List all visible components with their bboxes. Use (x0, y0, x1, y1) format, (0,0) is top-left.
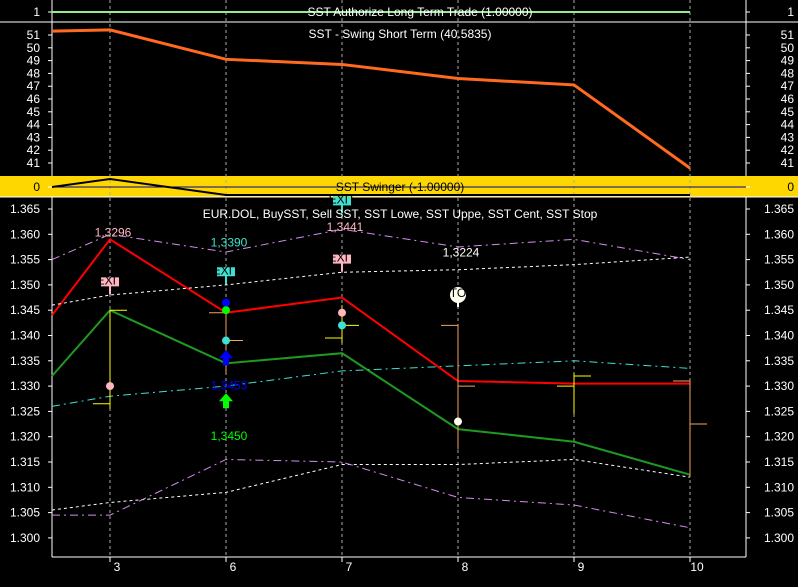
price-tick-label: 1.325 (10, 404, 40, 418)
exit-sign-icon (101, 277, 119, 287)
swinger-title: SST Swinger (-1.00000) (336, 180, 465, 194)
price-tick-label: 1.360 (10, 227, 40, 241)
buy-arrow-icon (219, 350, 233, 366)
price-annotation: 1,3441 (327, 220, 364, 234)
x-tick-label: 3 (114, 560, 121, 574)
signal-dot (222, 336, 230, 345)
swing-tick-label: 50 (27, 41, 41, 55)
swing-tick-label: 44 (781, 118, 795, 132)
signal-dot (222, 306, 230, 315)
price-tick-label: 1.305 (10, 506, 40, 520)
swing-tick-label: 41 (27, 156, 41, 170)
price-annotation: 1,3453 (211, 379, 248, 393)
swing-tick-label: 43 (781, 130, 795, 144)
exit-sign-label: EXIT (97, 273, 124, 287)
exit-sign-label: EXIT (329, 251, 356, 265)
price-tick-label: 1.300 (764, 531, 794, 545)
swing-tick-label: 49 (781, 54, 795, 68)
swing-tick-label: 42 (781, 143, 795, 157)
price-tick-label: 1.315 (764, 455, 794, 469)
series-line-buysst (51, 308, 691, 476)
price-tick-label: 1.340 (764, 329, 794, 343)
x-tick-label: 9 (578, 560, 585, 574)
swing-tick-label: 45 (781, 105, 795, 119)
swing-tick-label: 44 (27, 118, 41, 132)
series-line-sst-uppe (51, 256, 691, 306)
price-tick-label: 1.325 (764, 404, 794, 418)
exit-sign-icon (217, 267, 235, 277)
swing-tick-label: 46 (27, 92, 41, 106)
signal-dot (106, 382, 114, 391)
price-annotation: 1,3450 (211, 429, 248, 443)
signal-dot (222, 298, 230, 307)
price-tick-label: 1.355 (764, 253, 794, 267)
price-tick-label: 1.335 (764, 354, 794, 368)
price-tick-label: 1.355 (10, 253, 40, 267)
exit-sign-icon (333, 254, 351, 264)
main-title: EUR.DOL, BuySST, Sell SST, SST Lowe, SST… (203, 207, 598, 221)
exit-sign-icon (333, 196, 351, 206)
price-tick-label: 1.330 (10, 379, 40, 393)
buy-arrow-icon (219, 393, 233, 409)
series-line-sst-lowe (52, 458, 691, 529)
price-tick-label: 1.345 (764, 303, 794, 317)
swing-tick-label: 48 (27, 66, 41, 80)
x-tick-label: 10 (690, 560, 704, 574)
price-tick-label: 1.310 (10, 480, 40, 494)
price-tick-label: 1.300 (10, 531, 40, 545)
swinger-tick-label: 0 (787, 180, 794, 194)
price-tick-label: 1.310 (764, 480, 794, 494)
swing-tick-label: 50 (781, 41, 795, 55)
x-tick-label: 8 (462, 560, 469, 574)
price-tick-label: 1.330 (764, 379, 794, 393)
swing-tick-label: 51 (27, 28, 41, 42)
swing-tick-label: 46 (781, 92, 795, 106)
swing-tick-label: 48 (781, 66, 795, 80)
swing-tick-label: 51 (781, 28, 795, 42)
price-tick-label: 1.350 (764, 278, 794, 292)
price-tick-label: 1.345 (10, 303, 40, 317)
exit-sign-label: EXIT (329, 192, 356, 206)
swing-tick-label: 41 (781, 156, 795, 170)
authorize-tick-label: 1 (33, 5, 40, 19)
authorize-tick-label: 1 (787, 5, 794, 19)
authorize-title: SST Authorize Long Term Trade (1.00000) (307, 5, 532, 19)
series-line-sst-lowe (51, 458, 691, 511)
stop-sign-icon (450, 287, 466, 304)
price-tick-label: 1.340 (10, 329, 40, 343)
price-tick-label: 1.320 (764, 430, 794, 444)
price-annotation: 1,3224 (443, 245, 480, 259)
signal-dot (338, 308, 346, 317)
series-line-sst-uppe (51, 228, 691, 261)
price-tick-label: 1.305 (764, 506, 794, 520)
x-tick-label: 7 (346, 560, 353, 574)
x-tick-label: 6 (230, 560, 237, 574)
price-tick-label: 1.360 (764, 227, 794, 241)
price-tick-label: 1.315 (10, 455, 40, 469)
swinger-tick-label: 0 (33, 180, 40, 194)
price-tick-label: 1.335 (10, 354, 40, 368)
swing-tick-label: 47 (27, 79, 41, 93)
swing-tick-label: 43 (27, 130, 41, 144)
signal-dot (454, 417, 462, 426)
price-tick-label: 1.320 (10, 430, 40, 444)
swing-tick-label: 45 (27, 105, 41, 119)
signal-dot (338, 321, 346, 330)
swing-tick-label: 47 (781, 79, 795, 93)
swing-title: SST - Swing Short Term (40.5835) (309, 27, 492, 41)
price-annotation: 1,3390 (211, 235, 248, 249)
price-tick-label: 1.365 (764, 202, 794, 216)
swing-tick-label: 42 (27, 143, 41, 157)
stop-sign-label: STOP (442, 286, 474, 300)
price-tick-label: 1.365 (10, 202, 40, 216)
swing-tick-label: 49 (27, 54, 41, 68)
exit-sign-label: EXIT (213, 263, 240, 277)
swing-short-term-line (51, 28, 691, 170)
swinger-line (51, 177, 690, 196)
price-tick-label: 1.350 (10, 278, 40, 292)
price-annotation: 1,3296 (95, 225, 132, 239)
